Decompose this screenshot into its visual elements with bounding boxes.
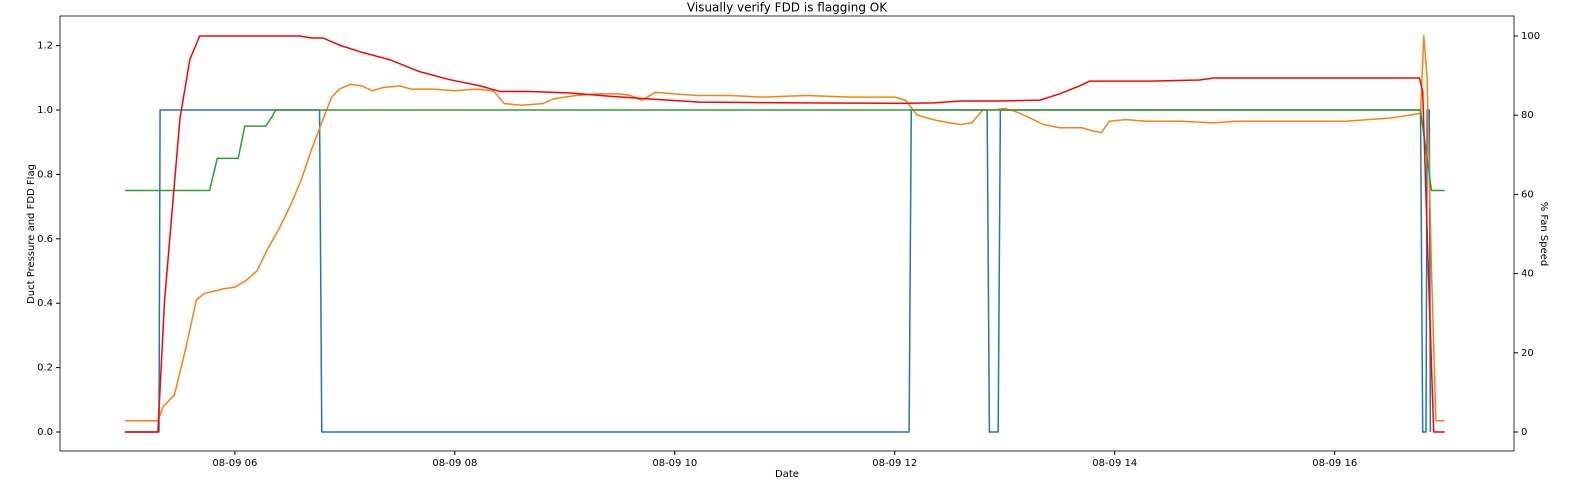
- y-axis-label: Duct Pressure and FDD Flag: [26, 164, 37, 304]
- y-tick-label: 1.2: [37, 41, 53, 52]
- series-line: [124, 109, 1445, 192]
- x-tick-label: 08-09 14: [1092, 458, 1137, 469]
- y-tick-label: 1.0: [37, 105, 53, 116]
- series-line: [124, 35, 1445, 433]
- series-line: [124, 35, 1445, 422]
- chart-title: Visually verify FDD is flagging OK: [687, 1, 888, 15]
- x-tick-label: 08-09 12: [872, 458, 917, 469]
- y2-axis-label: % Fan Speed: [1538, 202, 1549, 267]
- y2-tick-label: 80: [1521, 110, 1534, 121]
- x-axis-label: Date: [775, 469, 799, 480]
- y-tick-label: 0.8: [37, 169, 53, 180]
- y-tick-label: 0.2: [37, 363, 53, 374]
- y-tick-label: 0.6: [37, 234, 53, 245]
- series-line: [124, 109, 1432, 433]
- x-tick-label: 08-09 08: [432, 458, 477, 469]
- plot-frame: [59, 15, 1515, 452]
- y2-tick-label: 0: [1521, 427, 1527, 438]
- y2-tick-label: 100: [1521, 31, 1540, 42]
- x-tick-label: 08-09 06: [212, 458, 257, 469]
- y2-tick-label: 60: [1521, 189, 1534, 200]
- y2-tick-label: 20: [1521, 348, 1534, 359]
- x-tick-label: 08-09 10: [652, 458, 697, 469]
- y2-tick-label: 40: [1521, 269, 1534, 280]
- y-tick-label: 0.0: [37, 427, 53, 438]
- x-tick-label: 08-09 16: [1312, 458, 1357, 469]
- y-tick-label: 0.4: [37, 298, 53, 309]
